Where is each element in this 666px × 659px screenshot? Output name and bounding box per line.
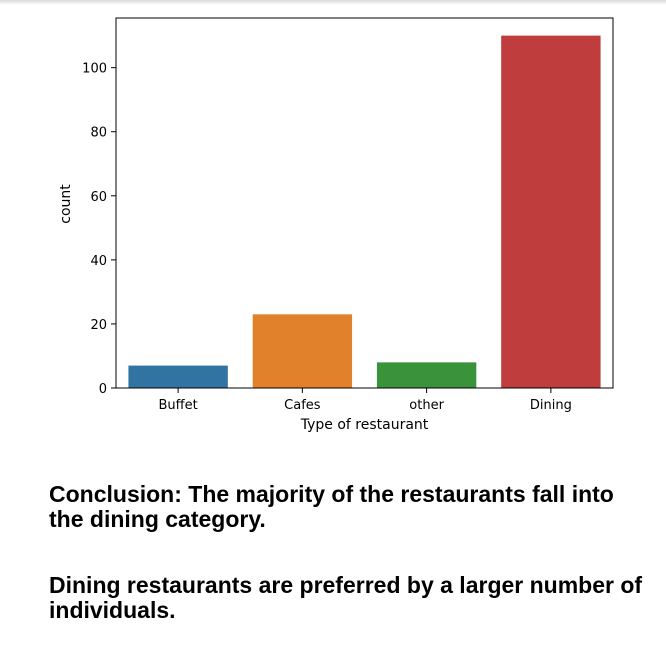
bar-dining: [501, 35, 601, 388]
bar-other: [376, 362, 477, 388]
top-shade: [0, 0, 666, 5]
x-tick-label: Buffet: [159, 398, 198, 413]
preference-text: Dining restaurants are preferred by a la…: [49, 572, 643, 623]
y-tick-label: 0: [99, 382, 107, 397]
conclusion-text: Conclusion: The majority of the restaura…: [49, 481, 614, 532]
y-axis: 0 20 40 60 80 100: [82, 62, 116, 397]
bar-buffet: [128, 365, 228, 388]
x-tick-label: other: [409, 398, 444, 413]
y-tick-label: 60: [90, 190, 107, 205]
x-tick-label: Cafes: [284, 398, 321, 413]
x-axis-label: Type of restaurant: [300, 417, 429, 433]
x-tick-label: Dining: [530, 398, 572, 413]
bars-group: [128, 35, 601, 388]
y-tick-label: 40: [90, 254, 107, 269]
x-axis: Buffet Cafes other Dining: [159, 388, 572, 413]
y-axis-label: count: [58, 184, 74, 224]
y-tick-label: 100: [82, 62, 107, 77]
plot-frame: [115, 17, 614, 389]
bar-chart: 0 20 40 60 80 100 Buffet Cafes other Dining Type…: [58, 17, 614, 433]
y-tick-label: 20: [90, 318, 107, 333]
y-tick-label: 80: [90, 126, 107, 141]
bar-cafes: [252, 314, 353, 388]
